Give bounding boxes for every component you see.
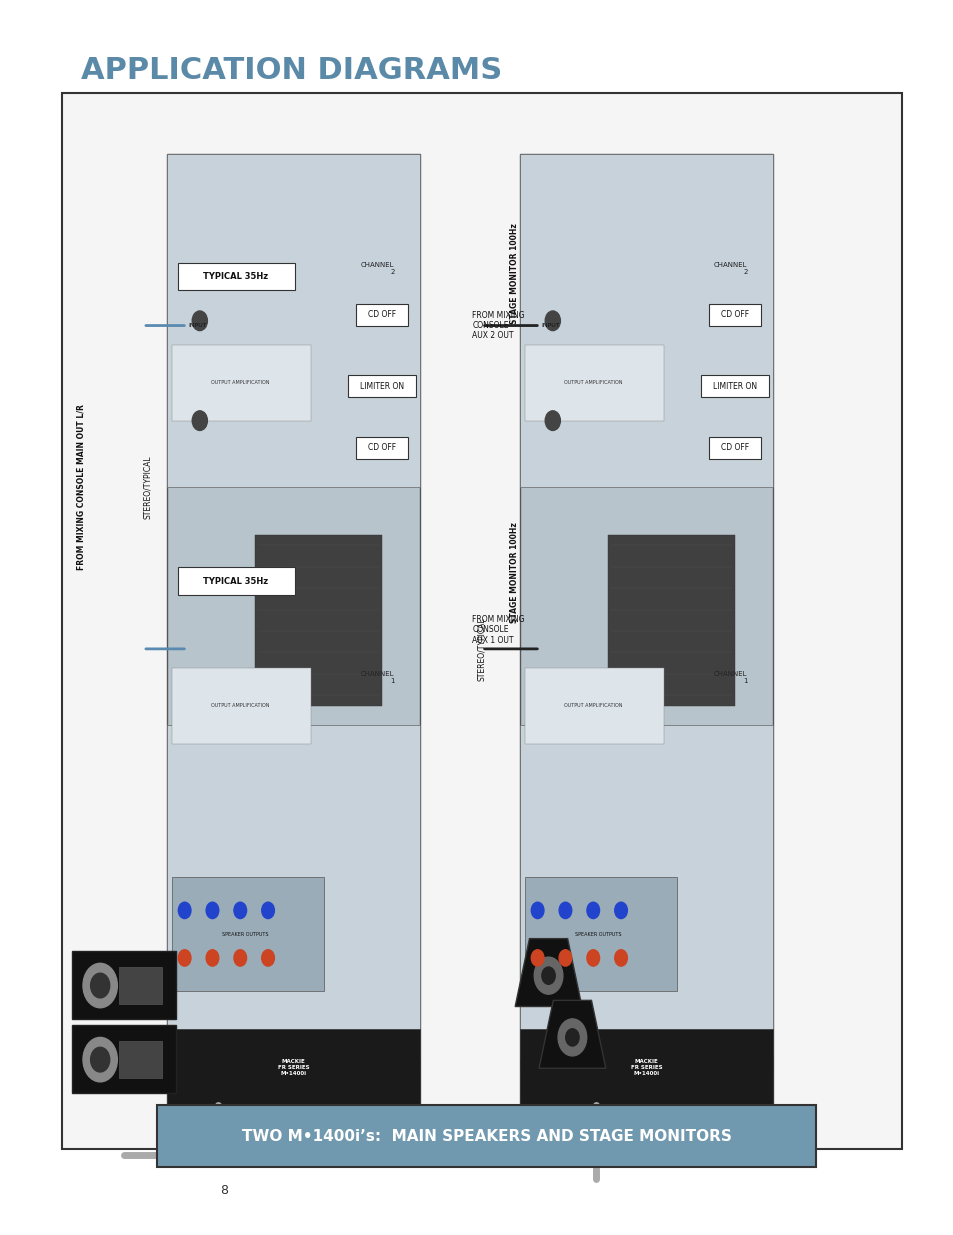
Text: CD OFF: CD OFF [720,310,748,320]
FancyBboxPatch shape [62,93,901,1149]
Text: FROM MIXING CONSOLE MAIN OUT L/R: FROM MIXING CONSOLE MAIN OUT L/R [76,404,86,571]
FancyBboxPatch shape [71,1025,176,1093]
Circle shape [233,903,246,919]
Circle shape [83,1037,117,1082]
Circle shape [614,903,627,919]
FancyBboxPatch shape [172,877,323,992]
Text: CD OFF: CD OFF [368,443,395,452]
FancyBboxPatch shape [524,668,663,743]
Text: STEREO/TYPICAL: STEREO/TYPICAL [476,618,486,680]
Circle shape [206,903,218,919]
FancyBboxPatch shape [519,1067,772,1105]
Circle shape [586,950,598,966]
Text: CHANNEL
1: CHANNEL 1 [713,671,747,684]
Circle shape [83,963,117,1008]
Circle shape [531,950,543,966]
FancyBboxPatch shape [172,345,311,421]
Text: INPUT: INPUT [540,324,559,329]
Text: TYPICAL 35Hz: TYPICAL 35Hz [202,577,268,585]
Text: OUTPUT AMPLIFICATION: OUTPUT AMPLIFICATION [563,380,622,385]
Text: APPLICATION DIAGRAMS: APPLICATION DIAGRAMS [81,56,502,84]
Text: SPEAKER OUTPUTS: SPEAKER OUTPUTS [222,931,269,936]
Circle shape [545,411,559,431]
Text: LIMITER ON: LIMITER ON [359,382,403,390]
FancyBboxPatch shape [167,1067,419,1105]
FancyBboxPatch shape [708,304,760,326]
Circle shape [206,950,218,966]
FancyBboxPatch shape [177,263,295,290]
FancyBboxPatch shape [119,1041,162,1078]
Circle shape [614,950,627,966]
FancyBboxPatch shape [119,967,162,1004]
Circle shape [261,950,274,966]
Circle shape [558,903,571,919]
FancyBboxPatch shape [708,437,760,459]
Text: OUTPUT AMPLIFICATION: OUTPUT AMPLIFICATION [211,380,270,385]
FancyBboxPatch shape [355,304,408,326]
Circle shape [558,1019,586,1056]
Circle shape [565,1029,578,1046]
Text: OUTPUT AMPLIFICATION: OUTPUT AMPLIFICATION [563,704,622,709]
Circle shape [541,967,555,984]
FancyBboxPatch shape [524,877,676,992]
Text: STAGE MONITOR 100Hz: STAGE MONITOR 100Hz [510,222,518,324]
Circle shape [534,957,562,994]
Circle shape [192,311,207,331]
Text: SPEAKER OUTPUTS: SPEAKER OUTPUTS [575,931,621,936]
Text: FROM MIXING
CONSOLE
AUX 2 OUT: FROM MIXING CONSOLE AUX 2 OUT [472,311,524,341]
FancyBboxPatch shape [167,1029,419,1105]
Circle shape [586,903,598,919]
Circle shape [531,903,543,919]
FancyBboxPatch shape [519,1029,772,1105]
FancyBboxPatch shape [355,437,408,459]
Text: INPUT: INPUT [188,324,207,329]
FancyBboxPatch shape [348,375,416,398]
FancyBboxPatch shape [167,725,419,1057]
FancyBboxPatch shape [172,668,311,743]
Text: TWO M•1400i’s:  MAIN SPEAKERS AND STAGE MONITORS: TWO M•1400i’s: MAIN SPEAKERS AND STAGE M… [241,1129,731,1144]
Circle shape [192,411,207,431]
Text: OUTPUT AMPLIFICATION: OUTPUT AMPLIFICATION [211,704,270,709]
Text: CD OFF: CD OFF [720,443,748,452]
FancyBboxPatch shape [608,535,734,706]
Text: MACKIE
FR SERIES
M•1400i: MACKIE FR SERIES M•1400i [630,1058,661,1076]
Text: MACKIE
FR SERIES
M•1400i: MACKIE FR SERIES M•1400i [277,1058,309,1076]
Circle shape [261,903,274,919]
Circle shape [545,311,559,331]
Text: CD OFF: CD OFF [368,310,395,320]
FancyBboxPatch shape [71,951,176,1019]
Circle shape [91,1047,110,1072]
FancyBboxPatch shape [167,154,419,1105]
FancyBboxPatch shape [177,567,295,594]
Circle shape [233,950,246,966]
Text: CHANNEL
2: CHANNEL 2 [360,262,394,275]
Text: 8: 8 [220,1184,228,1197]
Text: CHANNEL
1: CHANNEL 1 [360,671,394,684]
Circle shape [178,950,191,966]
FancyBboxPatch shape [524,345,663,421]
Polygon shape [515,939,581,1007]
Circle shape [91,973,110,998]
FancyBboxPatch shape [519,725,772,1057]
Text: STEREO/TYPICAL: STEREO/TYPICAL [143,456,152,519]
FancyBboxPatch shape [700,375,768,398]
Text: FROM MIXING
CONSOLE
AUX 1 OUT: FROM MIXING CONSOLE AUX 1 OUT [472,615,524,645]
FancyBboxPatch shape [255,535,381,706]
FancyBboxPatch shape [167,154,419,487]
Text: LIMITER ON: LIMITER ON [712,382,756,390]
Text: TYPICAL 35Hz: TYPICAL 35Hz [202,272,268,282]
Text: STAGE MONITOR 100Hz: STAGE MONITOR 100Hz [510,522,518,624]
Circle shape [558,950,571,966]
FancyBboxPatch shape [519,154,772,487]
FancyBboxPatch shape [157,1105,815,1167]
Text: CHANNEL
2: CHANNEL 2 [713,262,747,275]
Circle shape [178,903,191,919]
Polygon shape [538,1000,605,1068]
FancyBboxPatch shape [519,154,772,1105]
